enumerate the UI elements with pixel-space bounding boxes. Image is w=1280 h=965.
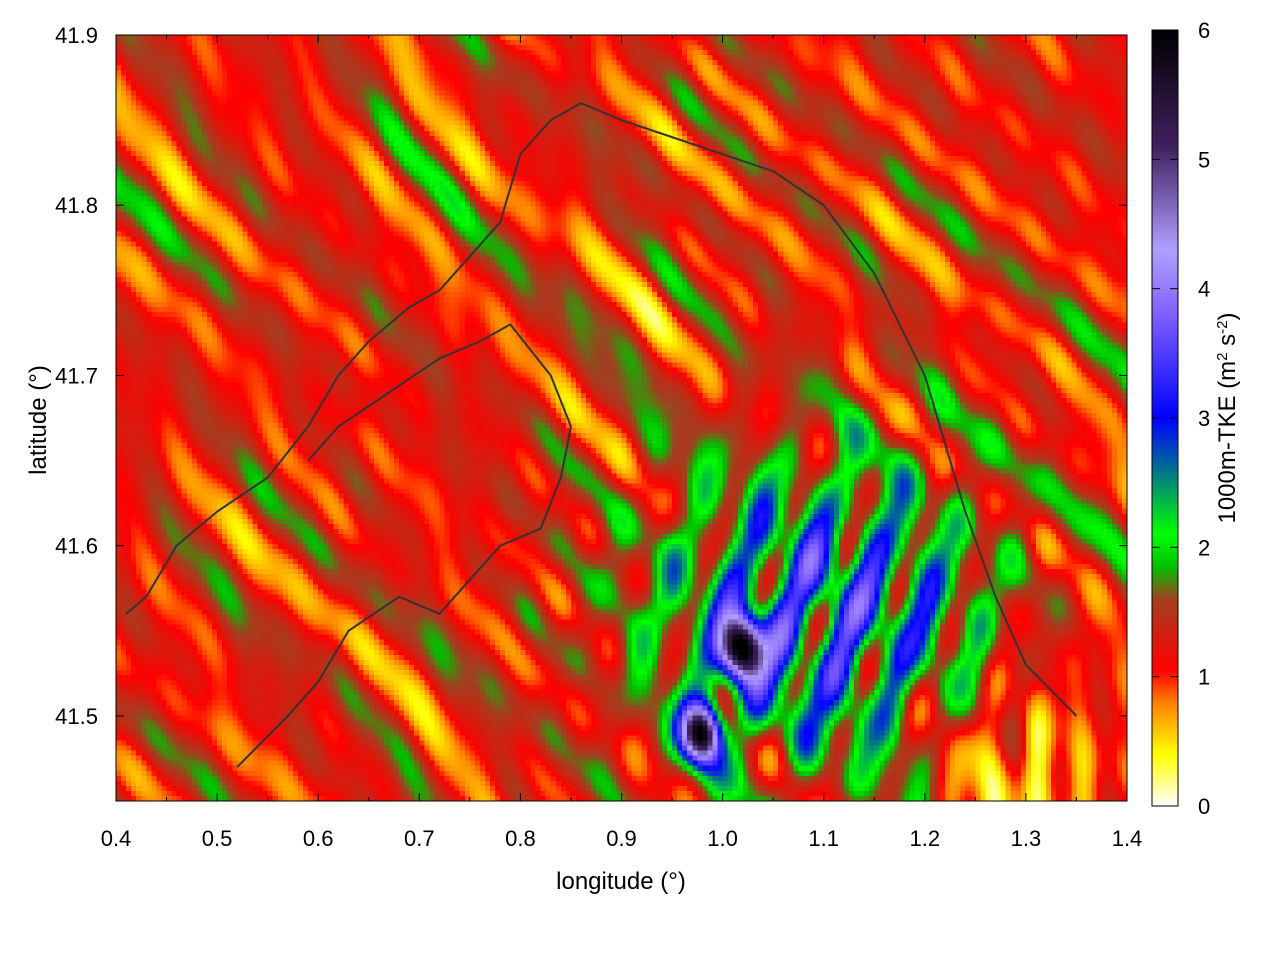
x-tick-label: 1.4 <box>1112 826 1143 851</box>
x-tick-label: 0.9 <box>606 826 637 851</box>
y-axis-label: latitude (°) <box>25 365 52 475</box>
colorbar-tick-label: 6 <box>1198 18 1210 43</box>
y-tick-label: 41.9 <box>55 23 98 48</box>
x-tick-label: 1.1 <box>808 826 839 851</box>
y-tick-label: 41.7 <box>55 363 98 388</box>
colorbar-label: 1000m-TKE (m2 s-2) <box>1214 312 1242 523</box>
x-axis-ticks: 0.4 0.5 0.6 0.7 0.8 0.9 1.0 1.1 1.2 1.3 1.4 <box>101 35 1143 851</box>
y-tick-label: 41.8 <box>55 193 98 218</box>
coastline-contour <box>236 323 572 768</box>
coastline-contour <box>125 101 1078 717</box>
colorbar-tick-label: 1 <box>1198 665 1210 690</box>
colorbar-ticks: 0 1 2 3 4 5 6 <box>1152 18 1210 819</box>
x-tick-label: 1.2 <box>910 826 941 851</box>
x-tick-label: 0.8 <box>505 826 536 851</box>
colorbar-tick-label: 5 <box>1198 147 1210 172</box>
x-tick-label: 0.6 <box>303 826 334 851</box>
heatmap-layer <box>116 35 1127 801</box>
x-axis-label: longitude (°) <box>556 868 686 895</box>
colorbar-label-part-3: ) <box>1214 312 1241 320</box>
colorbar-label-part-2: s <box>1214 334 1241 353</box>
colorbar: 0 1 2 3 4 5 6 1000m-TKE (m2 s-2) <box>1151 18 1242 819</box>
x-tick-label: 0.7 <box>404 826 435 851</box>
x-tick-label: 0.4 <box>101 826 132 851</box>
y-tick-label: 41.6 <box>55 534 98 559</box>
colorbar-tick-label: 0 <box>1198 794 1210 819</box>
colorbar-label-sup-1: 2 <box>1214 352 1231 360</box>
colorbar-tick-label: 2 <box>1198 535 1210 560</box>
colorbar-tick-label: 4 <box>1198 277 1210 302</box>
x-tick-label: 1.0 <box>707 826 738 851</box>
y-axis-ticks: 41.5 41.6 41.7 41.8 41.9 <box>55 23 1127 729</box>
y-tick-label: 41.5 <box>55 704 98 729</box>
colorbar-label-part-1: 1000m-TKE (m <box>1214 361 1241 524</box>
colorbar-label-sup-2: -2 <box>1214 320 1231 333</box>
coastline-contours <box>125 101 1078 768</box>
x-tick-label: 0.5 <box>202 826 233 851</box>
colorbar-tick-label: 3 <box>1198 406 1210 431</box>
x-tick-label: 1.3 <box>1011 826 1042 851</box>
heatmap-image <box>116 35 1127 801</box>
